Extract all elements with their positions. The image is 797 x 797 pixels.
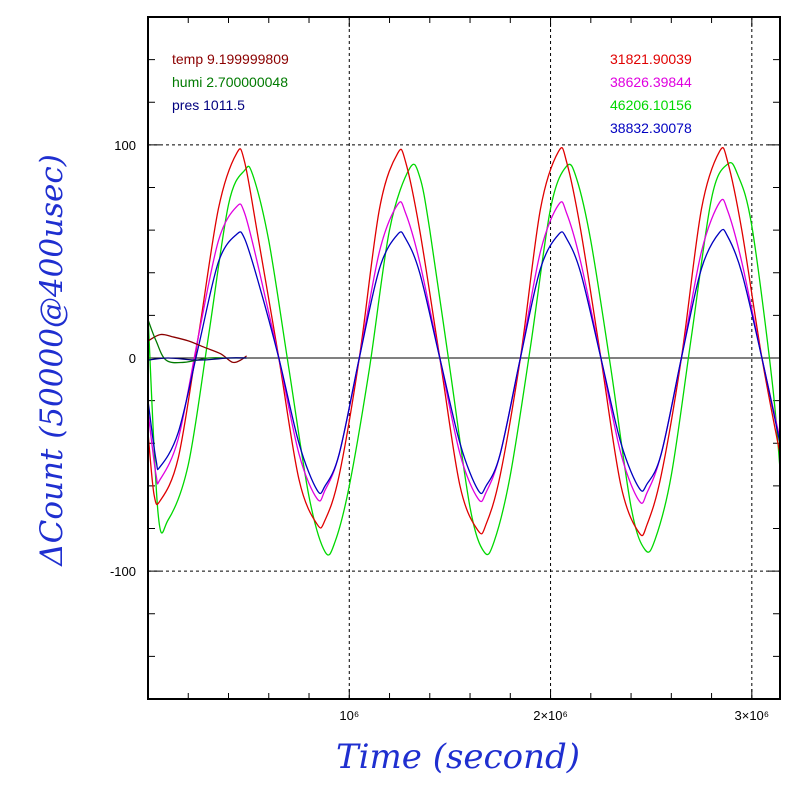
x-tick-label: 3×10⁶ bbox=[735, 708, 770, 723]
y-tick-label: 0 bbox=[129, 351, 136, 366]
series-line-7 bbox=[148, 357, 247, 361]
legend-entry-series-3: 46206.10156 bbox=[610, 97, 692, 113]
series-line-1 bbox=[148, 161, 780, 556]
legend-entry-series-4: 38832.30078 bbox=[610, 120, 692, 136]
x-tick-label: 10⁶ bbox=[339, 708, 359, 723]
legend-left: temp 9.199999809 humi 2.700000048 pres 1… bbox=[172, 51, 289, 113]
y-tick-label: 100 bbox=[114, 138, 136, 153]
x-tick-label: 2×10⁶ bbox=[533, 708, 568, 723]
legend-entry-series-1: 31821.90039 bbox=[610, 51, 692, 67]
legend-entry-series-2: 38626.39844 bbox=[610, 74, 692, 90]
legend-entry-pres: pres 1011.5 bbox=[172, 97, 245, 113]
series-line-5 bbox=[148, 333, 247, 364]
y-axis-title: ΔCount (50000@400usec) bbox=[34, 154, 70, 567]
legend-right: 31821.90039 38626.39844 46206.10156 3883… bbox=[610, 51, 692, 136]
tick-labels: 10⁶ 2×10⁶ 3×10⁶ 100 0 -100 bbox=[110, 138, 769, 723]
series-lines bbox=[148, 147, 780, 556]
x-axis-title: Time (second) bbox=[336, 737, 580, 777]
y-tick-label: -100 bbox=[110, 564, 136, 579]
legend-entry-humi: humi 2.700000048 bbox=[172, 74, 288, 90]
series-line-4 bbox=[148, 228, 780, 495]
plot-frame bbox=[147, 16, 781, 700]
legend-entry-temp: temp 9.199999809 bbox=[172, 51, 289, 67]
series-line-2 bbox=[148, 147, 780, 537]
